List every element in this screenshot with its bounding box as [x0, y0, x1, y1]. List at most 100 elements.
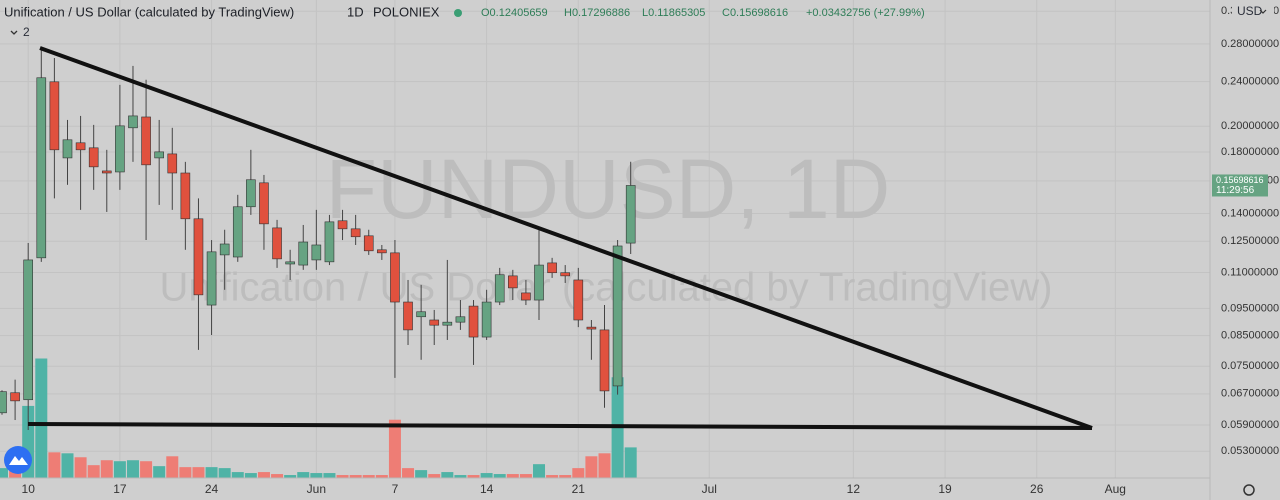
- volume-bar: [480, 473, 493, 478]
- candle-body: [232, 206, 243, 258]
- time-axis: 10 17 24 Jun 7 14 21 Jul 12 19 26 Aug: [22, 482, 1126, 496]
- candle-body: [101, 170, 112, 174]
- volume-bar: [323, 473, 336, 478]
- candle-body: [128, 115, 138, 129]
- volume-bar: [48, 452, 61, 478]
- legend-close: C0.15698616: [722, 7, 788, 19]
- volume-bar: [192, 467, 205, 478]
- candle-body: [586, 326, 597, 330]
- volume-bar: [310, 473, 323, 478]
- volume-bar: [113, 461, 126, 478]
- volume-bar: [454, 475, 467, 478]
- volume-bar: [205, 467, 218, 478]
- candle-body: [167, 153, 178, 174]
- currency-button[interactable]: USD: [1237, 4, 1263, 18]
- interval: 1D: [347, 4, 364, 19]
- y-tick-label: 0.14000000: [1221, 207, 1279, 219]
- y-tick-label: 0.24000000: [1221, 76, 1279, 88]
- candle-body: [219, 243, 230, 256]
- volume-bar: [100, 460, 113, 478]
- volume-bar: [231, 472, 244, 478]
- y-tick-label: 0.18000000: [1221, 146, 1279, 158]
- candle-body: [560, 272, 571, 277]
- candle-body: [75, 142, 86, 151]
- candle-body: [508, 275, 518, 289]
- candle-body: [481, 301, 492, 338]
- x-tick-label: 10: [22, 482, 36, 496]
- badge-price: 0.15698616: [1216, 175, 1264, 185]
- y-tick-label: 0.11000000: [1221, 266, 1278, 278]
- volume-bar: [467, 475, 480, 478]
- y-tick-label: 0.12500000: [1221, 235, 1279, 247]
- candle-body: [534, 264, 544, 301]
- y-tick-label: 0.08500000: [1221, 330, 1279, 342]
- x-tick-label: 19: [938, 482, 952, 496]
- volume-bar: [415, 470, 428, 478]
- volume-bar: [572, 468, 585, 478]
- candle-body: [0, 391, 7, 414]
- volume-bar: [166, 456, 179, 478]
- currency-button-bg[interactable]: [1232, 3, 1274, 21]
- candle-body: [494, 274, 505, 303]
- x-tick-label: 14: [480, 482, 494, 496]
- volume-bar: [441, 472, 454, 478]
- legend-low: L0.11865305: [642, 7, 705, 19]
- candle-body: [88, 147, 99, 168]
- y-tick-label: 0.09500000: [1221, 302, 1279, 314]
- volume-bar: [559, 475, 572, 478]
- candle-body: [363, 235, 374, 252]
- badge-bg: [1212, 174, 1268, 197]
- candle-body: [377, 249, 387, 254]
- volume-bar: [179, 467, 192, 478]
- candle-body: [62, 139, 73, 159]
- symbol-title: Unification / US Dollar (calculated by T…: [4, 4, 294, 19]
- candle-body: [324, 221, 335, 263]
- collapse-icon[interactable]: [10, 30, 18, 35]
- y-tick-label: 0.07500000: [1221, 360, 1279, 372]
- candle-body: [455, 316, 466, 323]
- x-tick-label: 21: [572, 482, 586, 496]
- candle-body: [429, 319, 440, 326]
- candle-body: [193, 218, 204, 296]
- x-tick-label: 17: [113, 482, 127, 496]
- volume-bar: [140, 461, 153, 478]
- candle-body: [246, 179, 256, 208]
- indicator-count[interactable]: 2: [23, 25, 30, 39]
- candle-body: [206, 251, 217, 306]
- settings-icon[interactable]: [1243, 484, 1255, 496]
- watermark-subtitle: Unification / US Dollar (calculated by T…: [160, 266, 1053, 310]
- legend-open: O0.12405659: [481, 7, 548, 19]
- volume-bar: [585, 456, 598, 478]
- volume-bar: [533, 464, 546, 478]
- candle-body: [403, 301, 413, 331]
- status-dot: [454, 9, 462, 17]
- y-tick-label: 0.05900000: [1221, 419, 1279, 431]
- volume-bar: [126, 460, 139, 478]
- x-tick-label: Jul: [702, 482, 717, 496]
- volume-bar: [271, 474, 284, 478]
- candle-body: [49, 81, 60, 151]
- trend-line-lower[interactable]: [27, 422, 1093, 430]
- volume-bar: [598, 453, 611, 478]
- volume-bar: [297, 472, 310, 478]
- volume-bar: [375, 475, 388, 478]
- candle-body: [115, 125, 125, 173]
- candle-body: [10, 392, 20, 402]
- candle-body: [442, 321, 453, 326]
- currency-chevron[interactable]: [1259, 9, 1267, 14]
- x-tick-label: 24: [205, 482, 219, 496]
- candle-body: [36, 77, 47, 259]
- candle-body: [154, 151, 164, 159]
- trend-line-upper[interactable]: [39, 46, 1093, 430]
- candle-body: [272, 227, 282, 260]
- volume-bar: [336, 475, 349, 478]
- volume-bar: [493, 474, 506, 478]
- volume-bar: [349, 475, 362, 478]
- candle-body: [625, 185, 636, 244]
- x-tick-label: Jun: [307, 482, 326, 496]
- volume-bar: [388, 419, 401, 478]
- candle-body: [521, 292, 531, 301]
